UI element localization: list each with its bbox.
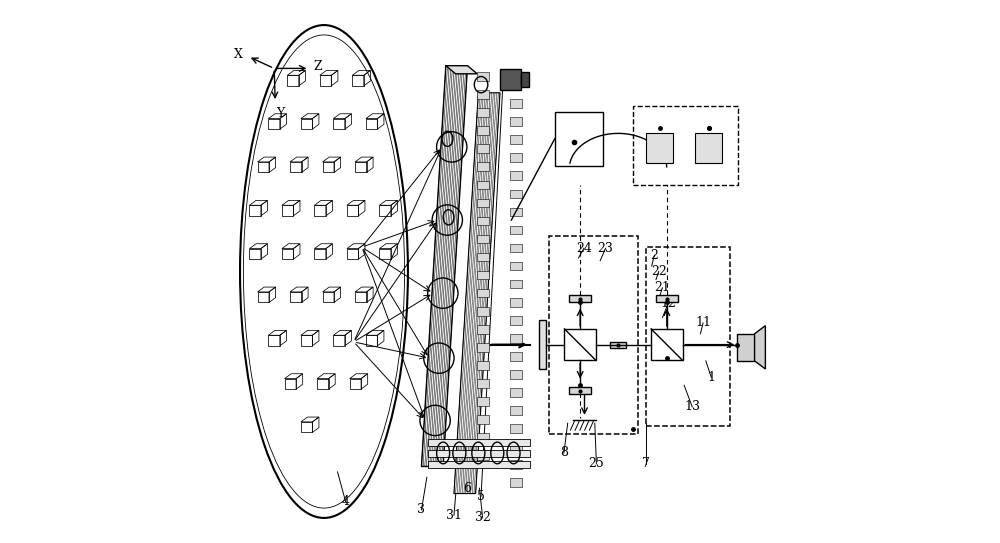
Bar: [477, 433, 489, 442]
Bar: [510, 443, 522, 451]
Bar: [477, 217, 489, 225]
Bar: [477, 379, 489, 388]
Text: Y: Y: [277, 108, 285, 121]
Bar: [477, 108, 489, 117]
Bar: [477, 307, 489, 315]
Bar: [510, 406, 522, 415]
Bar: [510, 478, 522, 487]
Bar: [477, 397, 489, 406]
Bar: [510, 460, 522, 469]
Bar: [477, 361, 489, 370]
Bar: [510, 135, 522, 144]
Bar: [656, 295, 678, 302]
Bar: [695, 134, 722, 163]
Bar: [510, 226, 522, 235]
Text: 3: 3: [417, 503, 425, 516]
Text: 8: 8: [560, 446, 568, 459]
Bar: [510, 334, 522, 343]
Bar: [510, 154, 522, 162]
Bar: [477, 162, 489, 171]
Bar: [510, 207, 522, 216]
Text: 21: 21: [655, 281, 670, 294]
Bar: [510, 99, 522, 108]
Bar: [510, 190, 522, 198]
Bar: [539, 320, 546, 369]
Bar: [477, 451, 489, 460]
Bar: [510, 370, 522, 378]
Bar: [510, 280, 522, 288]
Bar: [510, 316, 522, 325]
Bar: [569, 295, 591, 302]
Bar: [477, 180, 489, 189]
Text: 22: 22: [651, 265, 667, 278]
Bar: [510, 388, 522, 397]
Text: 7: 7: [642, 457, 650, 470]
Bar: [610, 342, 626, 348]
Text: 24: 24: [576, 242, 592, 255]
Ellipse shape: [240, 25, 408, 518]
Bar: [477, 72, 489, 81]
Text: 2: 2: [650, 249, 658, 262]
Bar: [510, 172, 522, 180]
Polygon shape: [421, 66, 468, 466]
Bar: [510, 117, 522, 126]
Bar: [477, 325, 489, 333]
Bar: [555, 112, 603, 166]
Text: Z: Z: [314, 60, 322, 73]
Bar: [477, 252, 489, 261]
Text: 6: 6: [464, 482, 472, 495]
Polygon shape: [755, 326, 765, 369]
Bar: [428, 439, 530, 446]
Bar: [737, 334, 755, 361]
Bar: [477, 199, 489, 207]
Bar: [477, 127, 489, 135]
Text: 1: 1: [707, 371, 715, 383]
Text: 32: 32: [475, 512, 491, 525]
Polygon shape: [446, 66, 477, 74]
Text: 13: 13: [684, 400, 700, 413]
Text: 23: 23: [598, 242, 614, 255]
Bar: [510, 352, 522, 361]
Bar: [477, 289, 489, 298]
Text: 4: 4: [342, 495, 350, 508]
Bar: [510, 424, 522, 433]
Text: 31: 31: [446, 509, 462, 522]
Text: 11: 11: [695, 317, 711, 330]
Bar: [428, 460, 530, 468]
Text: 5: 5: [477, 490, 485, 503]
Bar: [477, 415, 489, 424]
Bar: [477, 90, 489, 99]
Bar: [569, 387, 591, 394]
Text: 12: 12: [660, 298, 676, 311]
Bar: [510, 244, 522, 252]
Text: 25: 25: [589, 457, 604, 470]
Bar: [646, 134, 673, 163]
Polygon shape: [454, 93, 500, 494]
Bar: [477, 235, 489, 243]
Bar: [500, 70, 521, 90]
Bar: [477, 271, 489, 280]
Bar: [510, 298, 522, 307]
Text: X: X: [234, 48, 243, 61]
Bar: [510, 262, 522, 270]
Bar: [428, 450, 530, 457]
Bar: [477, 343, 489, 352]
Bar: [477, 144, 489, 153]
Bar: [521, 72, 529, 87]
